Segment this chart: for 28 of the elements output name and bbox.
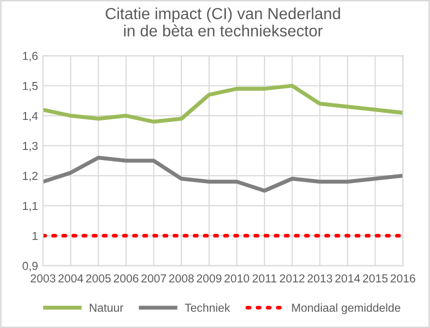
x-tick-label: 2013	[308, 274, 332, 282]
y-tick-label: 1,1	[22, 202, 38, 212]
x-tick-label: 2007	[142, 274, 166, 282]
x-tick-label: 2015	[362, 274, 388, 282]
legend-label: Natuur	[90, 304, 124, 312]
x-tick-label: 2009	[196, 274, 222, 282]
x-tick-label: 2010	[224, 274, 250, 282]
legend-label: Mondiaal gemiddelde	[292, 303, 400, 314]
y-tick-label: 1	[32, 232, 38, 240]
y-tick-label: 1,2	[22, 172, 38, 182]
x-tick-label: 2012	[280, 274, 304, 282]
legend-label: Techniek	[184, 303, 230, 312]
x-tick-label: 2011	[252, 274, 276, 282]
x-tick-label: 2008	[169, 274, 194, 282]
x-tick-label: 2004	[58, 274, 84, 282]
x-tick-label: 2005	[86, 274, 111, 282]
x-tick-label: 2016	[390, 274, 416, 282]
y-tick-label: 0,9	[22, 262, 38, 272]
x-tick-label: 2003	[30, 274, 56, 282]
chart-title: Citatie impact (CI) van Nederland in de bèta en technieksector	[106, 8, 340, 36]
x-tick-label: 2006	[114, 274, 138, 282]
y-tick-label: 1,5	[22, 82, 38, 92]
y-tick-label: 1,6	[22, 52, 38, 62]
y-tick-label: 1,3	[22, 142, 38, 152]
line-series	[43, 84, 403, 124]
y-tick-label: 1,4	[22, 112, 38, 122]
line-series	[43, 156, 403, 193]
x-tick-label: 2014	[335, 274, 360, 282]
